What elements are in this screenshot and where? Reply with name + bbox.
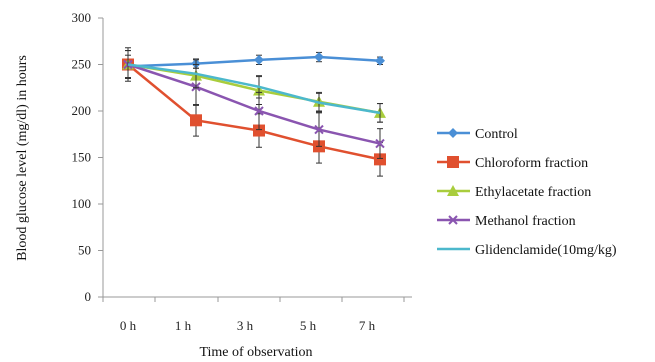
legend: Control Chloroform fraction Ethylacetate f…: [437, 127, 617, 258]
series-methanol-fraction: [123, 50, 385, 159]
series-layer: [122, 47, 386, 177]
data-point: [314, 52, 324, 63]
series-line: [127, 55, 381, 68]
x-axis-title: Time of observation: [199, 345, 312, 360]
y-tick-label: 200: [72, 103, 92, 118]
data-point: [254, 106, 264, 116]
x-tick-label: 0 h: [120, 318, 137, 333]
legend-item: Ethylacetate fraction: [437, 185, 591, 200]
data-point: [375, 138, 385, 149]
legend-label: Glidenclamide(10mg/kg): [475, 243, 617, 258]
y-tick-label: 300: [72, 10, 92, 25]
x-tick-label: 7 h: [359, 318, 376, 333]
legend-marker: [447, 156, 459, 168]
data-point: [253, 124, 265, 137]
legend-marker: [448, 215, 458, 225]
marker-stroke: [448, 215, 458, 225]
legend-item: Glidenclamide(10mg/kg): [437, 243, 617, 258]
series-glidenclamide-10mg-kg: [125, 50, 383, 123]
legend-item: Control: [437, 127, 518, 142]
legend-item: Chloroform fraction: [437, 156, 588, 171]
x-tick-label: 5 h: [300, 318, 317, 333]
legend-label: Methanol fraction: [475, 214, 576, 229]
x-tick-label: 1 h: [175, 318, 192, 333]
data-point: [374, 153, 386, 166]
legend-item: Methanol fraction: [437, 214, 576, 229]
y-tick-label: 250: [72, 57, 92, 72]
series-line: [127, 63, 381, 115]
x-axis-ticks: 0 h 1 h 3 h 5 h 7 h: [102, 297, 405, 333]
data-point: [375, 55, 385, 66]
series-line: [127, 63, 381, 161]
legend-marker: [447, 185, 459, 196]
data-point: [190, 114, 202, 127]
legend-label: Ethylacetate fraction: [475, 185, 591, 200]
y-axis-title: Blood glucose level (mg/dl) in hours: [15, 55, 30, 261]
y-tick-label: 150: [72, 150, 92, 165]
data-point: [254, 54, 264, 65]
marker-stroke: [375, 138, 385, 149]
y-tick-label: 100: [72, 196, 92, 211]
series-chloroform-fraction: [122, 47, 386, 177]
marker-stroke: [254, 106, 264, 116]
legend-marker: [448, 128, 458, 138]
x-tick-label: 3 h: [237, 318, 254, 333]
y-tick-label: 0: [85, 289, 92, 304]
marker-stroke: [314, 124, 324, 135]
y-tick-label: 50: [78, 243, 91, 258]
data-point: [314, 124, 324, 135]
y-axis-ticks: 0 50 100 150 200 250 300: [72, 10, 103, 304]
plot-area: 0 50 100 150 200 250 300 0 h 1 h 3 h 5 h 7 h: [72, 10, 412, 333]
series-control: [123, 51, 385, 79]
legend-label: Control: [475, 127, 518, 142]
legend-label: Chloroform fraction: [475, 156, 588, 171]
